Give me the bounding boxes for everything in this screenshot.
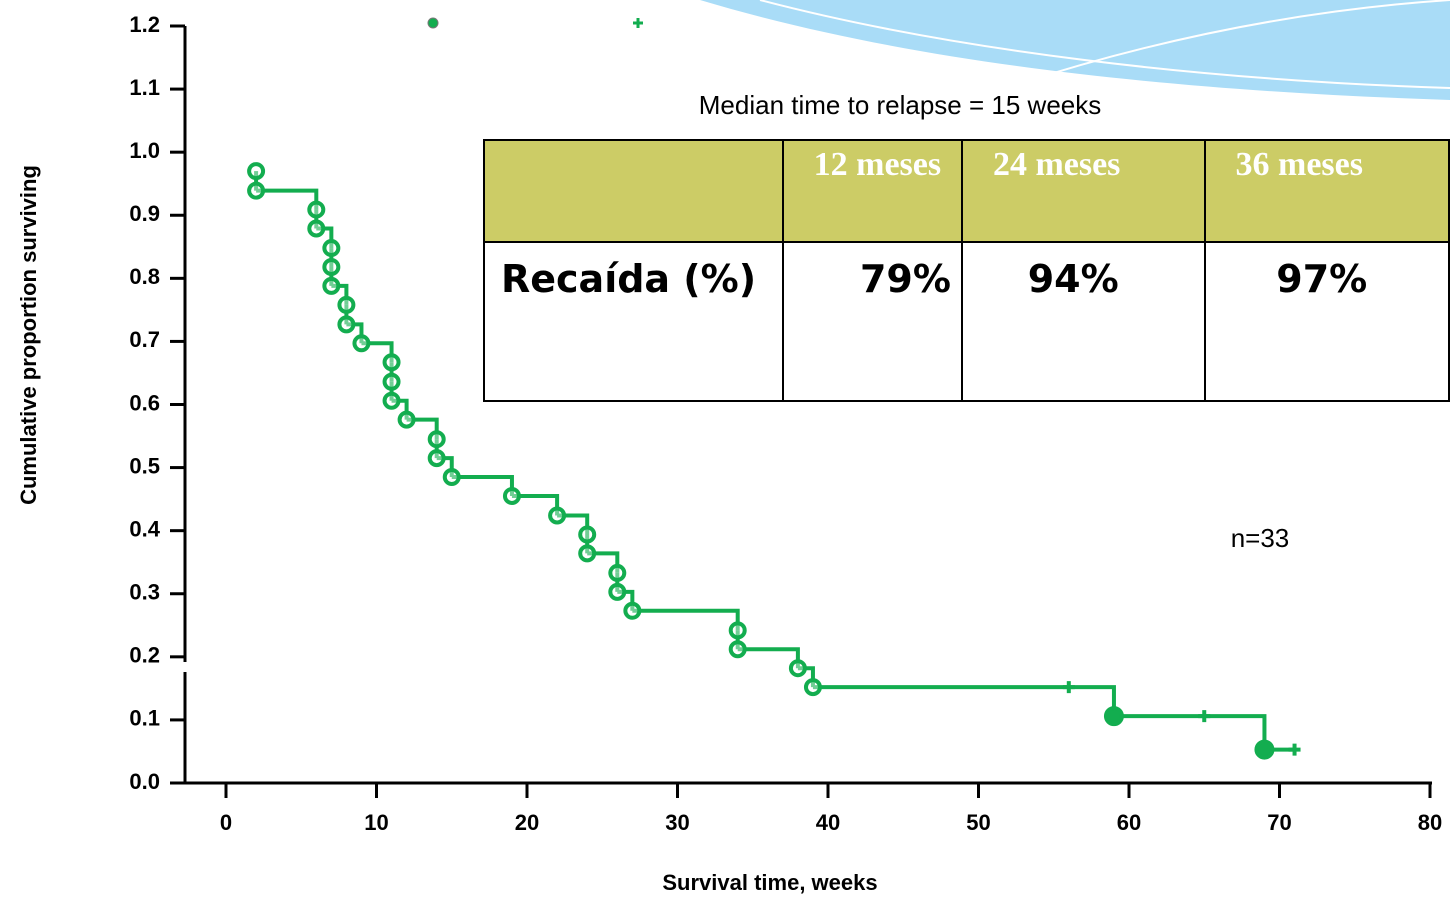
y-tick-label: 0.0: [129, 769, 160, 794]
step-line: [1204, 716, 1264, 749]
event-marker: [1256, 742, 1272, 758]
event-marker: [791, 661, 805, 675]
y-tick-label: 0.4: [129, 516, 160, 541]
y-tick-label: 0.1: [129, 706, 160, 731]
y-tick-label: 0.2: [129, 643, 160, 668]
event-marker: [385, 375, 399, 389]
table-cell: [484, 140, 783, 242]
table-cell: 97%: [1205, 242, 1449, 401]
y-tick-label: 0.9: [129, 201, 160, 226]
x-tick-label: 10: [364, 810, 388, 835]
event-marker: [324, 279, 338, 293]
x-tick-label: 60: [1117, 810, 1141, 835]
event-marker: [400, 413, 414, 427]
x-tick-label: 70: [1267, 810, 1291, 835]
event-marker: [249, 164, 263, 178]
step-line: [632, 611, 737, 631]
event-marker: [580, 527, 594, 541]
y-tick-label: 1.2: [129, 12, 160, 37]
x-tick-label: 0: [220, 810, 232, 835]
chart: Median time to relapse = 15 weeks n=33 S…: [0, 0, 1450, 900]
event-marker: [324, 241, 338, 255]
event-marker: [249, 184, 263, 198]
annotation: Median time to relapse = 15 weeks: [699, 90, 1102, 120]
table-cell: 79%: [783, 242, 962, 401]
event-marker: [610, 585, 624, 599]
event-marker: [339, 298, 353, 312]
event-marker: [505, 489, 519, 503]
event-marker: [550, 509, 564, 523]
event-marker: [625, 604, 639, 618]
y-tick-label: 0.5: [129, 453, 160, 478]
event-marker: [580, 546, 594, 560]
x-tick-label: 30: [665, 810, 689, 835]
event-marker: [309, 203, 323, 217]
event-marker: [806, 680, 820, 694]
censor-marker: [1198, 710, 1210, 722]
event-marker: [731, 623, 745, 637]
table-header: 36 meses: [1205, 140, 1449, 242]
event-marker: [309, 221, 323, 235]
x-tick-label: 20: [515, 810, 539, 835]
event-marker: [1106, 708, 1122, 724]
event-marker: [445, 470, 459, 484]
event-marker: [430, 432, 444, 446]
table-header: 24 meses: [962, 140, 1205, 242]
y-tick-label: 0.3: [129, 580, 160, 605]
decoration: [428, 0, 1450, 100]
step-line: [452, 477, 512, 496]
row-label: Recaída (%): [484, 242, 783, 401]
event-marker: [385, 355, 399, 369]
x-axis-title: Survival time, weeks: [662, 870, 877, 895]
n-label: n=33: [1231, 523, 1290, 553]
table-header: 12 meses: [783, 140, 962, 242]
y-tick-label: 1.0: [129, 138, 160, 163]
y-tick-label: 0.6: [129, 390, 160, 415]
event-marker: [731, 642, 745, 656]
y-tick-label: 0.7: [129, 327, 160, 352]
event-marker: [339, 317, 353, 331]
x-tick-label: 40: [816, 810, 840, 835]
event-marker: [610, 566, 624, 580]
censor-marker: [1063, 681, 1075, 693]
step-line: [738, 649, 798, 668]
x-tick-label: 50: [966, 810, 990, 835]
y-axis-title: Cumulative proportion surviving: [16, 165, 41, 505]
relapse-table: 12 meses 24 meses 36 meses Recaída (%) 7…: [483, 139, 1450, 402]
censor-marker: [1289, 744, 1301, 756]
event-marker: [324, 260, 338, 274]
x-tick-label: 80: [1418, 810, 1442, 835]
step-line: [256, 191, 316, 210]
table-cell: 94%: [962, 242, 1205, 401]
event-marker: [385, 394, 399, 408]
y-tick-label: 0.8: [129, 264, 160, 289]
y-tick-label: 1.1: [129, 75, 160, 100]
event-marker: [354, 336, 368, 350]
page: Median time to relapse = 15 weeks n=33 S…: [0, 0, 1450, 900]
event-marker: [430, 451, 444, 465]
